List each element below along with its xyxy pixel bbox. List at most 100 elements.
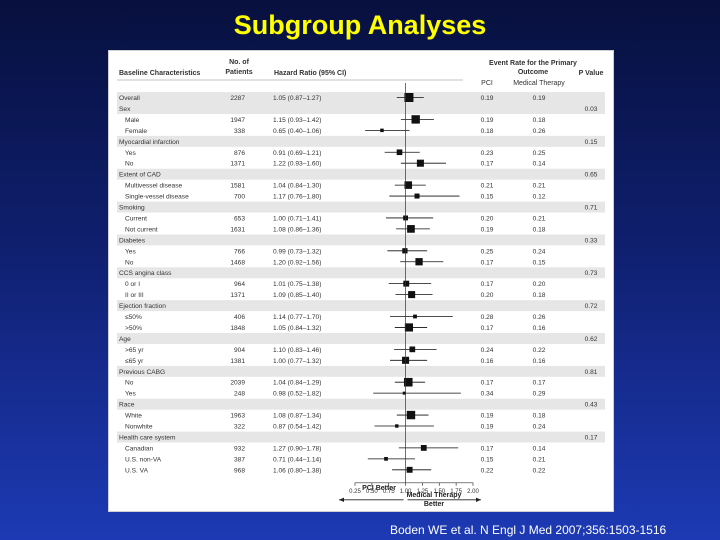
row-medical-rate: 0.20 bbox=[533, 281, 546, 288]
row-pci-rate: 0.28 bbox=[481, 314, 494, 321]
row-hazard-ratio: 1.00 (0.77–1.32) bbox=[273, 358, 321, 365]
row-label: ≤65 yr bbox=[125, 358, 144, 365]
row-hazard-ratio: 0.65 (0.40–1.06) bbox=[273, 128, 321, 135]
row-label: Sex bbox=[119, 106, 131, 113]
hazard-ratio-marker bbox=[403, 280, 410, 287]
row-patient-count: 932 bbox=[234, 445, 245, 452]
row-pci-rate: 0.17 bbox=[481, 259, 494, 266]
hazard-ratio-marker bbox=[413, 314, 417, 319]
header-p-value: P Value bbox=[579, 70, 604, 77]
table-rows: Overall 2287 1.05 (0.87–1.27) 0.19 0.19 Sex 0.… bbox=[119, 95, 598, 474]
row-medical-rate: 0.18 bbox=[533, 413, 546, 420]
row-patient-count: 968 bbox=[234, 467, 245, 474]
row-patient-count: 964 bbox=[234, 281, 245, 288]
row-patient-count: 2039 bbox=[230, 380, 245, 387]
row-pci-rate: 0.21 bbox=[481, 183, 494, 190]
row-hazard-ratio: 1.04 (0.84–1.29) bbox=[273, 380, 321, 387]
header-patients-line1: No. of bbox=[229, 59, 249, 66]
hazard-ratio-marker bbox=[416, 159, 424, 167]
row-patient-count: 653 bbox=[234, 215, 245, 222]
row-label: No bbox=[125, 380, 134, 387]
row-pci-rate: 0.17 bbox=[481, 380, 494, 387]
row-shade bbox=[117, 234, 605, 246]
row-medical-rate: 0.14 bbox=[533, 161, 546, 168]
x-tick-label: 1.00 bbox=[400, 489, 412, 495]
row-hazard-ratio: 1.14 (0.77–1.70) bbox=[273, 314, 321, 321]
row-label: Male bbox=[125, 117, 140, 124]
x-tick-label: 0.50 bbox=[366, 489, 378, 495]
hazard-ratio-marker bbox=[384, 456, 388, 461]
row-patient-count: 406 bbox=[234, 314, 245, 321]
row-patient-count: 1848 bbox=[230, 325, 245, 332]
row-hazard-ratio: 1.10 (0.83–1.46) bbox=[273, 347, 321, 354]
row-label: Health care system bbox=[119, 434, 176, 441]
header-event-rate-line1: Event Rate for the Primary bbox=[489, 60, 577, 67]
hazard-ratio-marker bbox=[403, 377, 413, 387]
row-medical-rate: 0.21 bbox=[533, 215, 546, 222]
hazard-ratio-marker bbox=[404, 181, 413, 189]
row-patient-count: 904 bbox=[234, 347, 245, 354]
row-hazard-ratio: 1.08 (0.86–1.36) bbox=[273, 226, 321, 233]
row-p-value: 0.73 bbox=[585, 270, 598, 277]
arrow-head-right bbox=[476, 497, 481, 502]
row-p-value: 0.33 bbox=[585, 237, 598, 244]
row-p-value: 0.72 bbox=[585, 303, 598, 310]
hazard-ratio-marker bbox=[395, 424, 399, 428]
row-patient-count: 876 bbox=[234, 150, 245, 157]
row-patient-count: 1468 bbox=[230, 259, 245, 266]
row-medical-rate: 0.26 bbox=[533, 314, 546, 321]
row-label: CCS angina class bbox=[119, 270, 172, 277]
row-hazard-ratio: 1.05 (0.84–1.32) bbox=[273, 325, 321, 332]
row-p-value: 0.62 bbox=[585, 336, 598, 343]
row-p-value: 0.03 bbox=[585, 106, 598, 113]
row-pci-rate: 0.20 bbox=[481, 215, 494, 222]
row-pci-rate: 0.19 bbox=[481, 226, 494, 233]
row-p-value: 0.15 bbox=[585, 139, 598, 146]
row-shade bbox=[117, 431, 605, 443]
row-pci-rate: 0.17 bbox=[481, 445, 494, 452]
row-label: U.S. VA bbox=[125, 467, 149, 474]
row-patient-count: 1371 bbox=[230, 161, 245, 168]
axis-label-pci-better: PCI Better bbox=[362, 485, 396, 492]
row-shade bbox=[117, 267, 605, 279]
row-label: Yes bbox=[125, 150, 136, 157]
row-pci-rate: 0.15 bbox=[481, 194, 494, 201]
row-label: Ejection fraction bbox=[119, 303, 166, 310]
row-p-value: 0.43 bbox=[585, 402, 598, 409]
row-patient-count: 322 bbox=[234, 424, 245, 431]
row-medical-rate: 0.19 bbox=[533, 95, 546, 102]
hazard-ratio-marker bbox=[396, 149, 403, 156]
row-patient-count: 766 bbox=[234, 248, 245, 255]
row-patient-count: 338 bbox=[234, 128, 245, 135]
row-patient-count: 1947 bbox=[230, 117, 245, 124]
row-label: II or III bbox=[125, 292, 144, 299]
row-pci-rate: 0.22 bbox=[481, 467, 494, 474]
row-medical-rate: 0.18 bbox=[533, 226, 546, 233]
row-patient-count: 387 bbox=[234, 456, 245, 463]
row-pci-rate: 0.17 bbox=[481, 325, 494, 332]
row-hazard-ratio: 0.98 (0.52–1.82) bbox=[273, 391, 321, 398]
row-shade bbox=[117, 135, 605, 147]
row-shade bbox=[117, 92, 605, 104]
row-medical-rate: 0.18 bbox=[533, 292, 546, 299]
row-label: Multivessel disease bbox=[125, 183, 183, 190]
row-pci-rate: 0.17 bbox=[481, 281, 494, 288]
header-medical-therapy: Medical Therapy bbox=[513, 80, 565, 87]
row-medical-rate: 0.25 bbox=[533, 150, 546, 157]
x-tick-label: 2.00 bbox=[467, 489, 479, 495]
x-axis: PCI Better Medical Therapy Better 0.25 0.… bbox=[339, 482, 481, 508]
hazard-ratio-marker bbox=[415, 258, 423, 266]
hazard-ratio-marker bbox=[402, 391, 406, 395]
hazard-ratio-marker bbox=[406, 466, 413, 473]
row-label: Nonwhite bbox=[125, 424, 153, 431]
row-hazard-ratio: 1.15 (0.93–1.42) bbox=[273, 117, 321, 124]
hazard-ratio-marker bbox=[407, 225, 415, 233]
row-p-value: 0.17 bbox=[585, 434, 598, 441]
row-shade bbox=[117, 365, 605, 377]
row-patient-count: 1581 bbox=[230, 183, 245, 190]
row-label: Not current bbox=[125, 226, 158, 233]
header-event-rate-line2: Outcome bbox=[518, 69, 548, 76]
hazard-ratio-marker bbox=[380, 128, 384, 133]
header-hazard-ratio: Hazard Ratio (95% CI) bbox=[274, 70, 346, 77]
row-hazard-ratio: 1.17 (0.76–1.80) bbox=[273, 194, 321, 201]
